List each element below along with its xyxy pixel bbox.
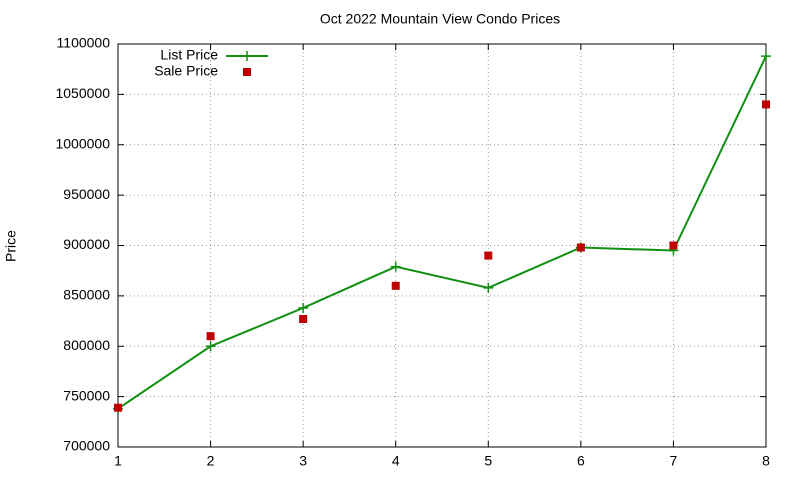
point (299, 315, 308, 324)
legend-swatch (242, 51, 252, 61)
point (114, 403, 122, 412)
point (205, 341, 216, 352)
y-tick-label: 750000 (63, 387, 110, 403)
y-tick-label: 700000 (63, 438, 110, 454)
y-tick-label: 850000 (63, 287, 110, 303)
y-tick-label: 1100000 (57, 35, 111, 51)
point (483, 282, 494, 293)
point (669, 241, 678, 250)
legend-label: List Price (160, 47, 218, 63)
x-tick-label: 1 (114, 453, 122, 469)
plot-frame (117, 43, 767, 448)
y-tick-label: 900000 (63, 236, 110, 252)
y-tick-label: 1000000 (55, 135, 110, 151)
x-tick-label: 7 (670, 453, 678, 469)
x-tick-label: 2 (207, 453, 215, 469)
chart-title: Oct 2022 Mountain View Condo Prices (320, 11, 560, 27)
x-tick-label: 4 (392, 453, 400, 469)
point (762, 100, 770, 109)
point (761, 51, 771, 62)
y-tick-label: 950000 (63, 186, 110, 202)
y-tick-label: 1050000 (55, 85, 110, 101)
legend-swatch (243, 68, 251, 76)
x-tick-label: 3 (299, 453, 307, 469)
point (298, 302, 309, 313)
point (576, 243, 585, 252)
point (390, 261, 401, 272)
y-axis-label: Price (3, 230, 19, 262)
legend-label: Sale Price (154, 63, 218, 79)
series-line (117, 55, 767, 410)
y-tick-label: 800000 (63, 337, 110, 353)
x-tick-label: 8 (762, 453, 770, 469)
point (206, 332, 215, 341)
point (484, 251, 493, 260)
point (391, 281, 400, 290)
x-tick-label: 5 (484, 453, 492, 469)
x-tick-label: 6 (577, 453, 585, 469)
